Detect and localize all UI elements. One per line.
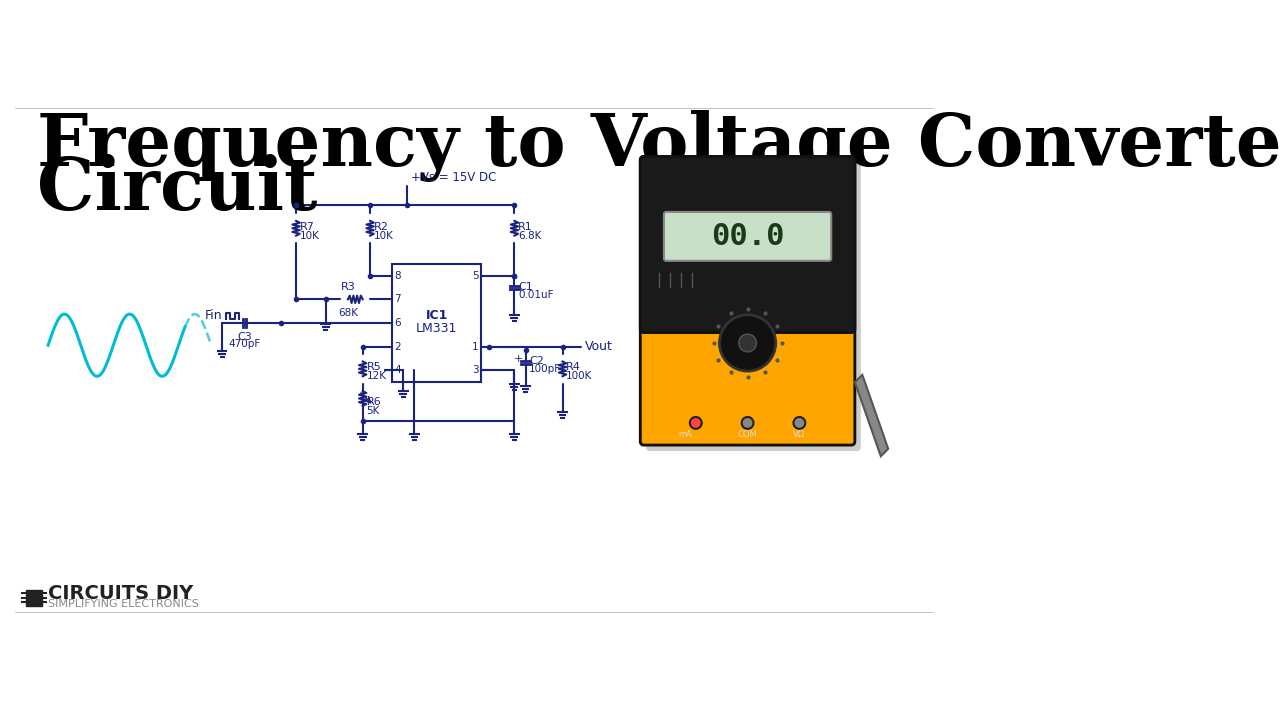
- Text: R3: R3: [340, 282, 356, 292]
- Text: 0.01uF: 0.01uF: [518, 290, 554, 300]
- Text: R1: R1: [518, 222, 532, 232]
- Text: 10K: 10K: [300, 230, 320, 240]
- Circle shape: [719, 315, 776, 371]
- FancyBboxPatch shape: [640, 156, 855, 445]
- Text: IC1: IC1: [425, 309, 448, 322]
- Text: 6.8K: 6.8K: [518, 230, 541, 240]
- Text: 4: 4: [394, 365, 401, 375]
- Text: R2: R2: [374, 222, 389, 232]
- Text: mA: mA: [678, 430, 692, 438]
- Text: R5: R5: [366, 362, 381, 372]
- Text: 5K: 5K: [366, 406, 380, 416]
- Text: 12K: 12K: [366, 372, 387, 382]
- Circle shape: [739, 334, 756, 352]
- Text: R4: R4: [566, 362, 581, 372]
- Text: 8: 8: [394, 271, 401, 281]
- Text: 7: 7: [394, 294, 401, 305]
- Text: Fin: Fin: [205, 309, 221, 322]
- Text: COM: COM: [737, 430, 758, 438]
- Text: 100K: 100K: [566, 372, 593, 382]
- Text: 5: 5: [472, 271, 479, 281]
- Text: +Vs = 15V DC: +Vs = 15V DC: [411, 171, 497, 184]
- Text: 3: 3: [472, 365, 479, 375]
- Text: C1: C1: [518, 282, 532, 292]
- Text: 100pF: 100pF: [529, 364, 562, 374]
- Text: +: +: [513, 354, 522, 364]
- Text: LM331: LM331: [416, 323, 457, 336]
- Circle shape: [741, 417, 754, 429]
- Text: Vout: Vout: [585, 340, 613, 354]
- Text: C2: C2: [529, 356, 544, 366]
- Polygon shape: [855, 375, 888, 456]
- Text: SIMPLIFYING ELECTRONICS: SIMPLIFYING ELECTRONICS: [49, 599, 198, 609]
- Text: C3: C3: [237, 332, 252, 342]
- Text: Circuit: Circuit: [37, 154, 317, 225]
- Bar: [392, 264, 481, 382]
- Text: 6: 6: [394, 318, 401, 328]
- Circle shape: [794, 417, 805, 429]
- Text: 10K: 10K: [374, 230, 394, 240]
- Bar: [26, 590, 42, 606]
- FancyBboxPatch shape: [646, 163, 861, 451]
- FancyBboxPatch shape: [641, 284, 854, 444]
- Text: VΩ: VΩ: [794, 430, 805, 438]
- Circle shape: [690, 417, 701, 429]
- Text: 68K: 68K: [338, 308, 358, 318]
- Text: R6: R6: [366, 397, 381, 408]
- Text: CIRCUITS DIY: CIRCUITS DIY: [49, 584, 193, 603]
- Text: 1: 1: [472, 342, 479, 351]
- Text: 00.0: 00.0: [710, 222, 785, 251]
- FancyBboxPatch shape: [664, 212, 831, 261]
- Text: 2: 2: [394, 342, 401, 351]
- FancyBboxPatch shape: [640, 156, 855, 333]
- Text: 470pF: 470pF: [228, 339, 260, 349]
- Text: R7: R7: [300, 222, 315, 232]
- Text: Frequency to Voltage Converter: Frequency to Voltage Converter: [37, 110, 1280, 182]
